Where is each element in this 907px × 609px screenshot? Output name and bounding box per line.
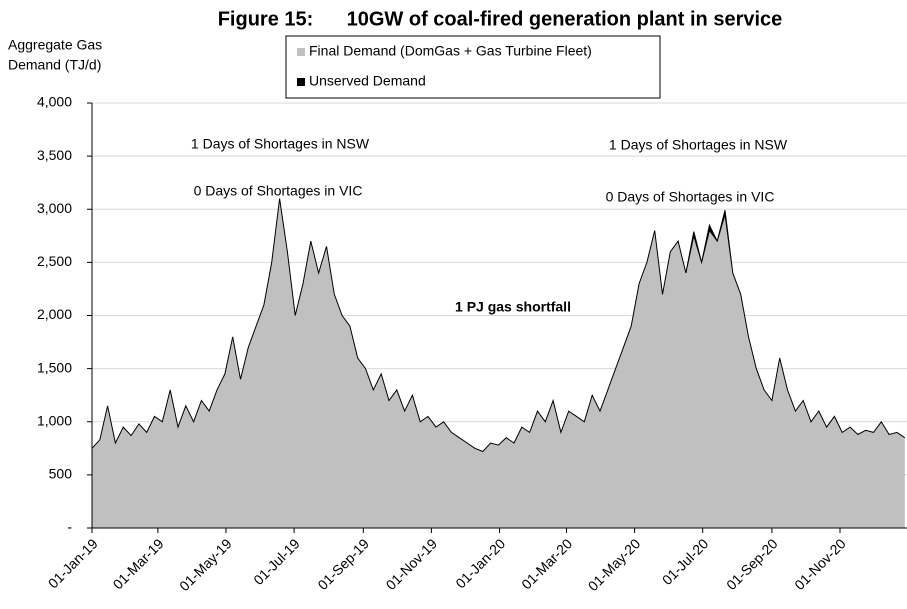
annotation: 0 Days of Shortages in VIC xyxy=(194,183,363,199)
x-tick-label: 01-Mar-20 xyxy=(518,535,575,592)
annotation: 1 Days of Shortages in NSW xyxy=(191,136,370,152)
y-tick-label: 500 xyxy=(49,466,73,482)
x-tick-label: 01-Jul-19 xyxy=(250,535,303,588)
x-tick-label: 01-May-19 xyxy=(176,535,235,594)
x-tick-label: 01-Jan-20 xyxy=(452,535,508,591)
x-tick-label: 01-Nov-19 xyxy=(383,535,441,593)
y-tick-label: 2,000 xyxy=(37,306,72,322)
x-tick-label: 01-Jul-20 xyxy=(659,535,712,588)
x-tick-label: 01-Jan-19 xyxy=(45,535,101,591)
annotation: 0 Days of Shortages in VIC xyxy=(606,189,775,205)
x-tick-label: 01-Mar-19 xyxy=(110,535,167,592)
y-axis-label: Aggregate Gas xyxy=(8,37,102,53)
y-tick-label: 1,500 xyxy=(37,359,72,375)
y-tick-label: 1,000 xyxy=(37,412,72,428)
x-tick-label: 01-Sep-20 xyxy=(723,535,781,593)
chart-title: Figure 15: 10GW of coal-fired generation… xyxy=(218,8,783,30)
legend-label: Final Demand (DomGas + Gas Turbine Fleet… xyxy=(309,43,592,59)
annotation: 1 Days of Shortages in NSW xyxy=(609,137,788,153)
x-tick-label: 01-May-20 xyxy=(585,535,644,594)
area xyxy=(91,198,906,453)
legend-box xyxy=(285,35,661,99)
x-tick-label: 01-Nov-20 xyxy=(791,535,849,593)
y-tick-label: - xyxy=(67,519,72,535)
annotation: 1 PJ gas shortfall xyxy=(455,299,571,315)
legend-swatch xyxy=(297,78,305,86)
y-tick-label: 3,500 xyxy=(37,147,72,163)
legend-swatch xyxy=(297,48,305,56)
legend-label: Unserved Demand xyxy=(309,73,426,89)
area xyxy=(92,198,905,528)
x-tick-label: 01-Sep-19 xyxy=(314,535,372,593)
y-tick-label: 3,000 xyxy=(37,200,72,216)
y-tick-label: 2,500 xyxy=(37,253,72,269)
y-tick-label: 4,000 xyxy=(37,94,72,110)
y-axis-label: Demand (TJ/d) xyxy=(8,57,101,73)
